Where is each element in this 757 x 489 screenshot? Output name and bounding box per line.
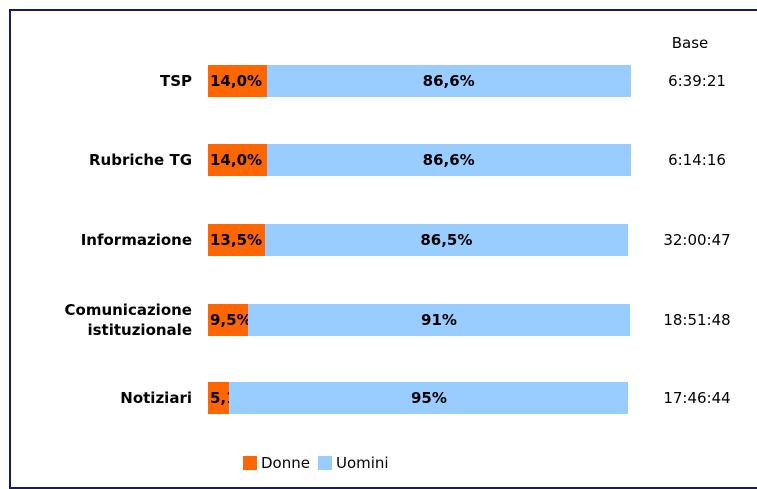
bar [264,224,628,256]
category-label: Notiziari [120,389,192,407]
bar [208,382,230,414]
base-value: 6:39:21 [668,72,726,90]
bar [208,224,265,256]
bar [266,65,631,97]
base-header: Base [671,34,709,52]
base-value: 6:14:16 [668,151,726,169]
legend-swatch [243,456,257,470]
page: {"chart_data": {"type": "bar", "stacked"… [9,9,757,489]
category-label: Comunicazione istituzionale [64,301,193,339]
data-label: 86,6% [422,151,475,169]
bar [208,304,248,336]
data-label: 91% [421,311,457,329]
data-label: 86,6% [422,72,475,90]
data-label: 86,5% [420,231,473,249]
category-label: Rubriche TG [88,151,192,169]
bar [208,144,267,176]
data-label: 14,0% [210,151,263,169]
base-value: 32:00:47 [663,231,731,249]
category-label: Informazione [80,231,192,249]
data-label: 13,5% [210,231,263,249]
category-label: TSP [159,72,192,90]
legend-swatch [317,456,332,470]
bar [247,304,631,336]
bar [229,382,629,414]
data-label: 95% [410,389,447,407]
data-label: 9,5% [210,311,252,329]
data-label: 14,0% [210,72,263,90]
bar [208,65,267,97]
legend-label: Donne [261,454,310,472]
legend-label: Uomini [335,454,389,472]
base-value: 17:46:44 [663,389,731,407]
bar [266,144,631,176]
base-value: 18:51:48 [663,311,731,329]
